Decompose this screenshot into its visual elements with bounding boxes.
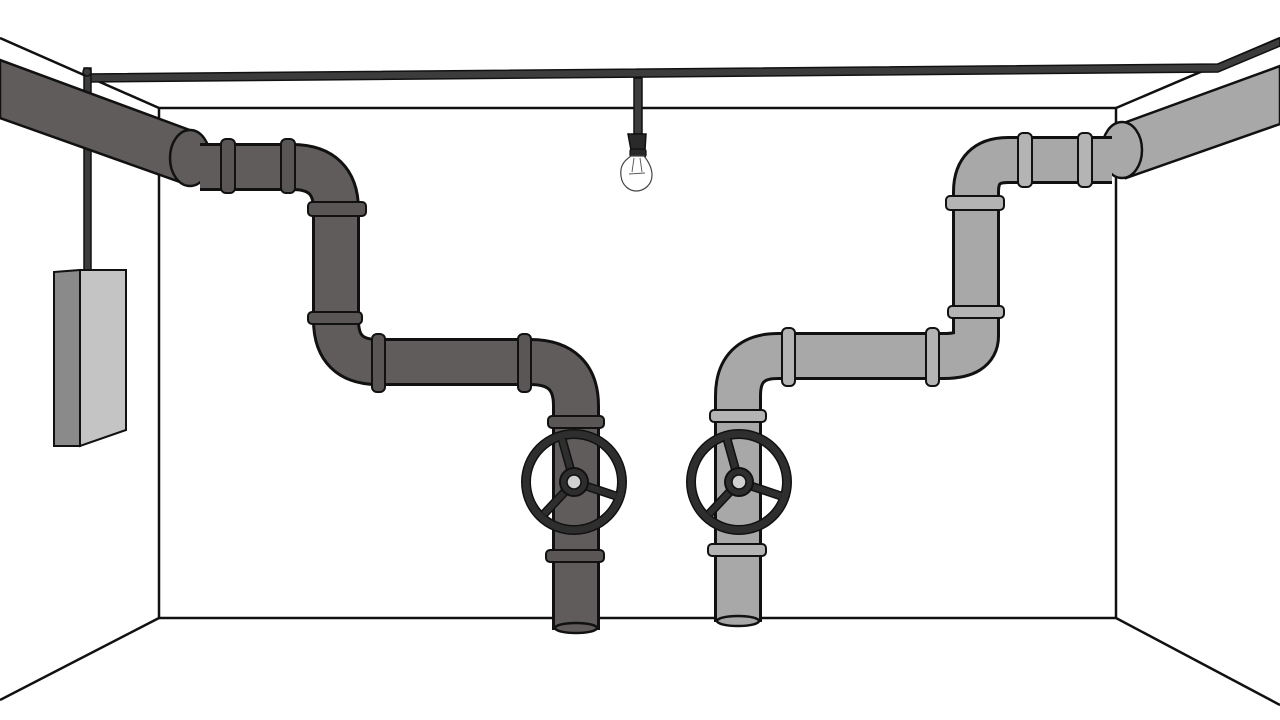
floor-edge-left (0, 616, 160, 702)
bulb-cord (633, 77, 643, 135)
dark-coupling (307, 311, 363, 325)
light-coupling (1017, 132, 1033, 188)
dark-coupling (371, 333, 386, 393)
dark-coupling (220, 138, 236, 194)
dark-coupling (547, 415, 605, 429)
light-coupling (925, 327, 940, 387)
light-pipe-outline (714, 136, 1112, 622)
light-coupling (945, 195, 1005, 211)
dark-pipe-body (200, 146, 597, 630)
dark-coupling (517, 333, 532, 393)
ceiling-edge-left (0, 36, 160, 110)
valve-wheel-icon[interactable] (686, 429, 792, 535)
light-coupling (1077, 132, 1093, 188)
light-coupling (707, 543, 767, 557)
light-pipe-body (717, 139, 1112, 622)
light-pipe-system (707, 64, 1280, 628)
light-coupling (781, 327, 796, 387)
light-coupling (709, 409, 767, 423)
dark-coupling (280, 138, 296, 194)
light-coupling (947, 305, 1005, 319)
valve-wheel-icon[interactable] (521, 429, 627, 535)
dark-coupling (307, 201, 367, 217)
dark-pipe-system (0, 58, 605, 635)
floor-edge-right (1115, 616, 1280, 707)
electrical-panel-icon[interactable] (53, 268, 127, 448)
dark-coupling (545, 549, 605, 563)
dark-pipe-outline (200, 143, 600, 630)
ceiling-rail (82, 37, 1280, 273)
light-bulb-icon[interactable] (620, 133, 653, 192)
